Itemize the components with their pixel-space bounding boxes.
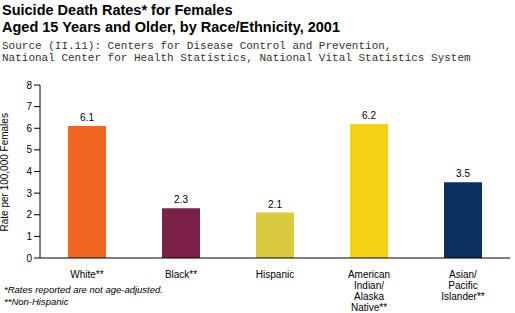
html-text:*Rates reported are not age-ad: *Rates reported are not age-adjusted.: [4, 284, 163, 295]
svg-text:6.2: 6.2: [362, 110, 376, 121]
svg-text:Asian/PacificIslander**: Asian/PacificIslander**: [441, 269, 484, 302]
svg-text:3.5: 3.5: [456, 168, 470, 179]
svg-text:0: 0: [26, 253, 32, 264]
svg-text:4: 4: [26, 166, 32, 177]
svg-text:2.1: 2.1: [268, 199, 282, 210]
html-text:**Non-Hispanic: **Non-Hispanic: [4, 296, 69, 307]
svg-text:6: 6: [26, 123, 32, 134]
svg-text:AmericanIndian/AlaskaNative**: AmericanIndian/AlaskaNative**: [348, 269, 390, 313]
svg-text:8: 8: [26, 80, 32, 91]
svg-text:1: 1: [26, 231, 32, 242]
svg-text:Black**: Black**: [165, 269, 197, 280]
html-text:National Center for Health Sta: National Center for Health Statistics, N…: [2, 52, 471, 64]
svg-text:Hispanic: Hispanic: [256, 269, 294, 280]
svg-text:2: 2: [26, 209, 32, 220]
svg-text:White**: White**: [70, 269, 103, 280]
html-text:Suicide Death Rates* for Femal: Suicide Death Rates* for Females: [2, 2, 233, 18]
svg-text:Rate per 100,000 Females: Rate per 100,000 Females: [8, 113, 10, 231]
svg-text:3: 3: [26, 188, 32, 199]
svg-text:2.3: 2.3: [174, 194, 188, 205]
svg-text:7: 7: [26, 101, 32, 112]
html-text:Aged 15 Years and Older, by Ra: Aged 15 Years and Older, by Race/Ethnici…: [2, 19, 340, 35]
html-text:Source (II.11): Centers for Di: Source (II.11): Centers for Disease Cont…: [2, 40, 392, 52]
svg-text:6.1: 6.1: [80, 112, 94, 123]
svg-text:5: 5: [26, 144, 32, 155]
